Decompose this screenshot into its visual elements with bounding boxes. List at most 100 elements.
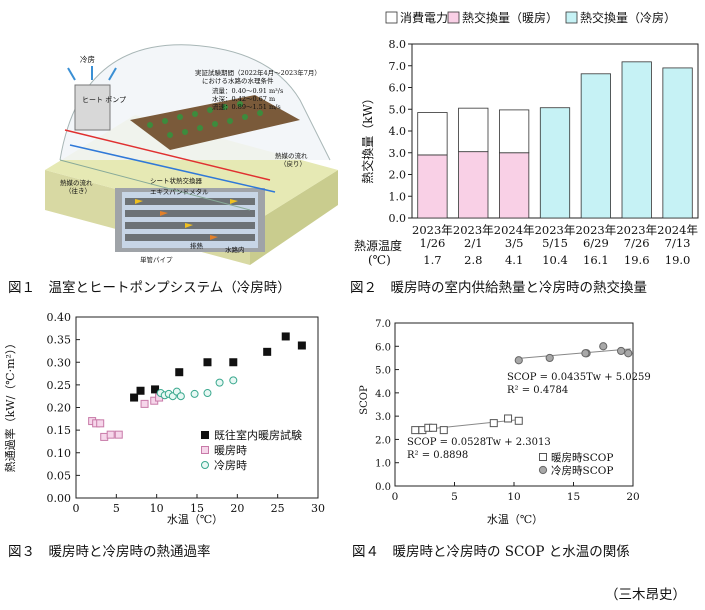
fig3-caption: 図３ 暖房時と冷房時の熱通過率 [8, 544, 211, 560]
fig4-point [439, 426, 448, 435]
heat-flow-out-label: 熱媒の流れ [60, 178, 93, 187]
fig2-ytick-label: 6.0 [389, 82, 407, 95]
fig2-ylabel: 熱交換量（kW） [360, 92, 375, 184]
fig2-source-temp: 1.7 [423, 253, 441, 267]
fig4-legend-label: 暖房時SCOP [551, 451, 613, 464]
fig2-source-temp: 16.1 [583, 253, 609, 267]
fig3-point [229, 358, 238, 367]
fig1-caption: 図１ 温室とヒートポンプシステム（冷房時） [8, 280, 291, 296]
water-depth-label: 水深：0.42～0.67 m [212, 94, 275, 103]
heat-flow-return-label: 熱媒の流れ [275, 151, 308, 160]
fig4-point [489, 419, 498, 428]
fig2-ytick-label: 0.0 [389, 212, 407, 225]
fig2-legend-swatch [565, 11, 578, 24]
fig2-ytick-label: 4.0 [389, 125, 407, 138]
author-credit: （三木昂史） [605, 587, 686, 603]
fig2-bar-cooling [621, 61, 652, 219]
fig4-points [411, 342, 633, 435]
fig3-point [263, 347, 272, 356]
fig3-plot-frame [75, 316, 319, 499]
fig2-xlabel-year: 2023年 [616, 223, 657, 237]
fig4-caption: 図４ 暖房時と冷房時の SCOP と水温の関係 [352, 544, 630, 560]
fig3-legend-marker [201, 461, 209, 469]
fig4-heat-eq: SCOP = 0.0528Tw + 2.3013 [407, 437, 551, 448]
fig3-point [130, 393, 139, 402]
fig3-ytick-label: 0.10 [47, 447, 72, 460]
fig2-xlabel-date: 7/26 [624, 236, 650, 250]
flow-rate-label: 流量：0.40～0.91 m³/s [212, 86, 283, 95]
fig4-point [545, 353, 554, 363]
pipe-out [64, 129, 271, 181]
fig3-ylabel: 熱通過率（kW/（℃·m²）） [3, 338, 17, 473]
fig3-legend-marker [201, 446, 209, 454]
fig3-ytick-label: 0.35 [47, 334, 72, 347]
sheet-exchanger-label: シート状熱交換器 [150, 176, 203, 185]
fig4-legend-marker [538, 465, 548, 475]
fig4-chart: 0 5 10 15 20 0.0 1.0 2.0 3.0 4.0 5.0 6.0 7.0 暖房時SCOP… [359, 319, 651, 526]
fig4-point [599, 342, 608, 351]
fig2-bar-power [499, 109, 530, 154]
heatpump-label: ヒート ポンプ [82, 96, 126, 104]
fig3-ytick-label: 0.15 [47, 424, 72, 437]
fig2-xlabel-year: 2023年 [535, 223, 576, 237]
fig4-xtick-label: 5 [451, 491, 458, 503]
fig3-ytick-label: 0.20 [47, 402, 72, 415]
fig2-xlabels: 2023年1/261.72023年2/12.82024年3/54.12023年5… [412, 223, 698, 267]
fig2-xlabel-year: 2024年 [494, 223, 535, 237]
fig4-fit-line [518, 348, 631, 359]
fig2-bars [417, 61, 693, 219]
fig4-point [617, 346, 626, 356]
velocity-label: 流速：0.89～1.51 m/s [212, 102, 281, 111]
fig2-xlabel-year: 2023年 [575, 223, 616, 237]
fig4-legend-marker [539, 453, 547, 461]
fig2-ytick-label: 8.0 [389, 38, 407, 51]
fig4-ytick-label: 3.0 [375, 412, 391, 423]
fig3-point [215, 378, 224, 387]
fig3-ytick-label: 0.25 [47, 379, 72, 392]
fig4-cool-r2: R² = 0.4784 [507, 385, 568, 396]
fig3-point [136, 386, 145, 395]
fig3-ytick-label: 0.30 [47, 356, 72, 369]
water-conditions-label: における水路の水理条件 [202, 76, 274, 85]
fig3-xtick-label: 25 [271, 502, 285, 515]
fig2-xlabel-date: 3/5 [505, 236, 524, 250]
fig4-xtick-label: 0 [392, 491, 399, 503]
fig3-ytick-label: 0.40 [47, 311, 72, 324]
return-sub-label: （戻り） [280, 159, 306, 168]
test-period-label: 実証試験期間（2022年4月～2023年7月） [195, 68, 321, 77]
fig3-point [281, 332, 290, 341]
exhaust-label: 排熱 [190, 241, 204, 250]
fig2-chart: 消費電力 熱交換量（暖房） 熱交換量（冷房） 0.0 1.0 2.0 3.0 4.0 5.0 6… [354, 10, 699, 267]
fig2-source-temp: 19.6 [624, 253, 650, 267]
fig3-point [203, 389, 212, 398]
fig4-cool-eq: SCOP = 0.0435Tw + 5.0259 [507, 372, 651, 383]
pipe-return [69, 144, 276, 193]
fig2-legend-swatch [447, 11, 460, 24]
fig2-bar-power [417, 112, 448, 156]
fig3-xtick-label: 20 [230, 502, 244, 515]
fig1-illustration: ヒート ポンプ 冷房 実証試験期間（2022年4月～2023年7月） における水… [45, 44, 338, 265]
fig3-point [229, 376, 238, 385]
fig2-ytick-label: 1.0 [389, 190, 407, 203]
fig3-axis: 0 5 10 15 20 25 30 0.00 0.05 0.10 0.15 0.20 0.25 0.30… [47, 311, 326, 515]
fig4-ytick-label: 4.0 [375, 389, 391, 400]
fig4-point [429, 423, 438, 432]
fig2-bar-power [458, 107, 489, 153]
fig2-legend: 消費電力 熱交換量（暖房） 熱交換量（冷房） [385, 10, 676, 25]
fig4-ytick-label: 5.0 [375, 366, 391, 377]
fig2-source-temp: 2.8 [464, 253, 482, 267]
fig3-legend-label: 暖房時 [214, 444, 247, 457]
fig3-xlabel: 水温（℃） [167, 513, 223, 526]
fig3-chart: 0 5 10 15 20 25 30 0.00 0.05 0.10 0.15 0.20 0.25 0.30… [3, 311, 326, 526]
fig2-source-temp: 10.4 [542, 253, 568, 267]
fig4-point [514, 416, 523, 425]
fig3-points [88, 332, 306, 441]
plants [147, 101, 263, 138]
fig3-point [100, 432, 109, 441]
fig3-legend-marker [201, 431, 209, 439]
fig2-legend-label: 熱交換量（冷房） [580, 10, 676, 25]
fig2-bar-cooling [662, 67, 693, 219]
fig2-xlabel-year: 2023年 [412, 223, 453, 237]
fig4-ytick-label: 7.0 [375, 319, 391, 330]
fig2-bar-cooling [539, 107, 571, 219]
